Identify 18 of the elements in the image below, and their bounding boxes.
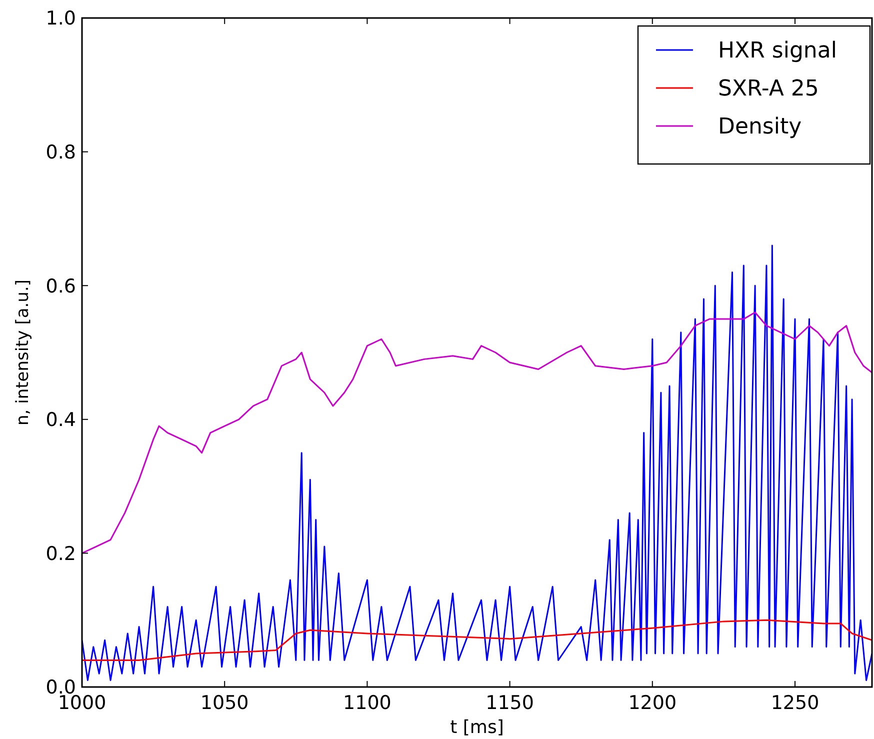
y-axis-title: n, intensity [a.u.] — [13, 280, 33, 426]
legend-label: SXR-A 25 — [718, 76, 819, 102]
line-series — [82, 312, 872, 554]
legend-label: Density — [718, 114, 802, 140]
y-tick-label: 0.8 — [46, 141, 76, 164]
y-tick-label: 1.0 — [46, 8, 76, 30]
line-series — [82, 619, 872, 661]
line-series — [82, 244, 872, 682]
y-tick-label: 0.6 — [46, 275, 76, 298]
x-tick-label: 1200 — [628, 692, 677, 714]
x-tick-label: 1050 — [200, 692, 249, 714]
x-axis-title: t [ms] — [450, 717, 504, 738]
x-tick-label: 1100 — [343, 692, 392, 714]
legend-label: HXR signal — [718, 38, 837, 64]
y-tick-label: 0.4 — [46, 409, 76, 432]
x-tick-label: 1150 — [486, 692, 534, 714]
x-tick-label: 1250 — [770, 692, 820, 714]
y-tick-label: 0.2 — [46, 542, 76, 565]
